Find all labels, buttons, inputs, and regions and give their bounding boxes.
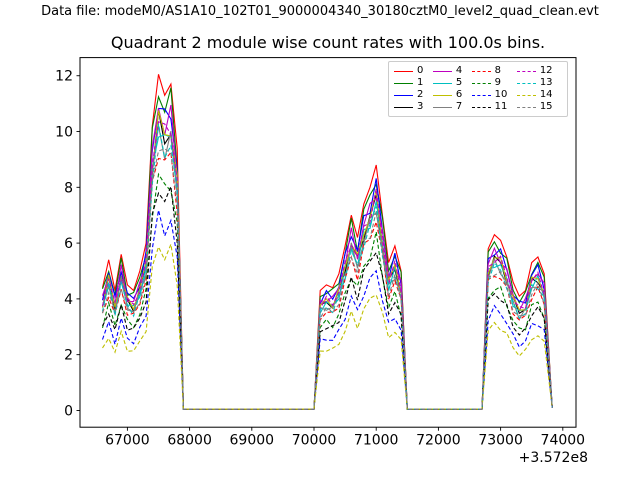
series-line-12 [101,121,553,410]
x-tick-label: 74000 [541,433,586,449]
series-line-8 [101,151,553,410]
legend-label: 7 [455,101,463,112]
legend-item-13: 13 [516,77,562,89]
x-axis-offset-text: +3.572e8 [519,450,588,466]
legend-line-sample-4 [432,70,452,72]
legend-item-10: 10 [471,89,517,101]
y-tick-label: 2 [64,348,73,364]
series-line-1 [101,87,553,410]
legend-line-sample-10 [471,94,491,96]
y-tick-label: 12 [55,69,73,85]
legend-line-sample-13 [516,82,536,84]
legend-line-sample-12 [516,70,536,72]
legend-label: 8 [494,65,501,76]
legend-label: 3 [417,101,424,112]
legend-line-sample-1 [394,82,413,84]
legend-line-sample-8 [471,70,491,72]
legend-item-0: 0 [394,65,433,77]
legend-label: 1 [417,77,424,88]
legend-label: 5 [455,77,463,88]
x-tick-label: 73000 [478,433,523,449]
x-tick-label: 68000 [167,433,212,449]
legend-label: 13 [539,77,553,88]
legend: 0 1 2 3 4 5 6 7 8 9 10 11 12 13 14 15 [388,61,568,117]
legend-label: 12 [539,65,553,76]
legend-label: 14 [539,89,553,100]
legend-label: 6 [455,89,463,100]
x-tick-label: 69000 [230,433,275,449]
legend-item-8: 8 [471,65,517,77]
series-line-14 [102,242,553,410]
legend-item-5: 5 [432,77,472,89]
legend-item-2: 2 [394,89,433,101]
legend-line-sample-11 [471,106,491,108]
legend-item-4: 4 [432,65,472,77]
legend-line-sample-0 [394,70,413,72]
y-tick-label: 4 [64,292,73,308]
legend-line-sample-3 [394,106,413,108]
legend-item-3: 3 [394,101,433,113]
legend-line-sample-5 [432,82,452,84]
y-tick-label: 10 [55,125,73,141]
legend-item-6: 6 [432,89,472,101]
series-line-11 [102,186,553,410]
datafile-label: Data file: modeM0/AS1A10_102T01_90000043… [41,4,599,19]
legend-item-7: 7 [432,101,472,113]
series-line-10 [101,210,553,410]
legend-line-sample-6 [432,94,452,96]
x-tick-label: 67000 [105,433,150,449]
y-tick-label: 8 [64,180,73,196]
legend-label: 15 [539,101,553,112]
legend-label: 0 [417,65,424,76]
legend-item-9: 9 [471,77,517,89]
legend-item-14: 14 [516,89,562,101]
y-tick-label: 6 [64,236,73,252]
legend-item-15: 15 [516,101,562,113]
legend-label: 9 [494,77,501,88]
chart-title: Quadrant 2 module wise count rates with … [110,33,546,52]
legend-label: 11 [494,101,508,112]
x-tick-label: 70000 [292,433,337,449]
x-tick-label: 72000 [416,433,461,449]
legend-item-11: 11 [471,101,517,113]
axes-frame [79,57,577,428]
y-tick-label: 0 [64,403,73,419]
legend-label: 2 [417,89,424,100]
legend-line-sample-7 [432,106,452,108]
legend-line-sample-9 [471,82,491,84]
legend-item-1: 1 [394,77,433,89]
series-line-15 [101,148,553,410]
legend-line-sample-15 [516,106,536,108]
legend-line-sample-14 [516,94,536,96]
x-tick-label: 71000 [354,433,399,449]
legend-label: 10 [494,89,508,100]
legend-line-sample-2 [394,94,413,96]
legend-item-12: 12 [516,65,562,77]
legend-label: 4 [455,65,463,76]
